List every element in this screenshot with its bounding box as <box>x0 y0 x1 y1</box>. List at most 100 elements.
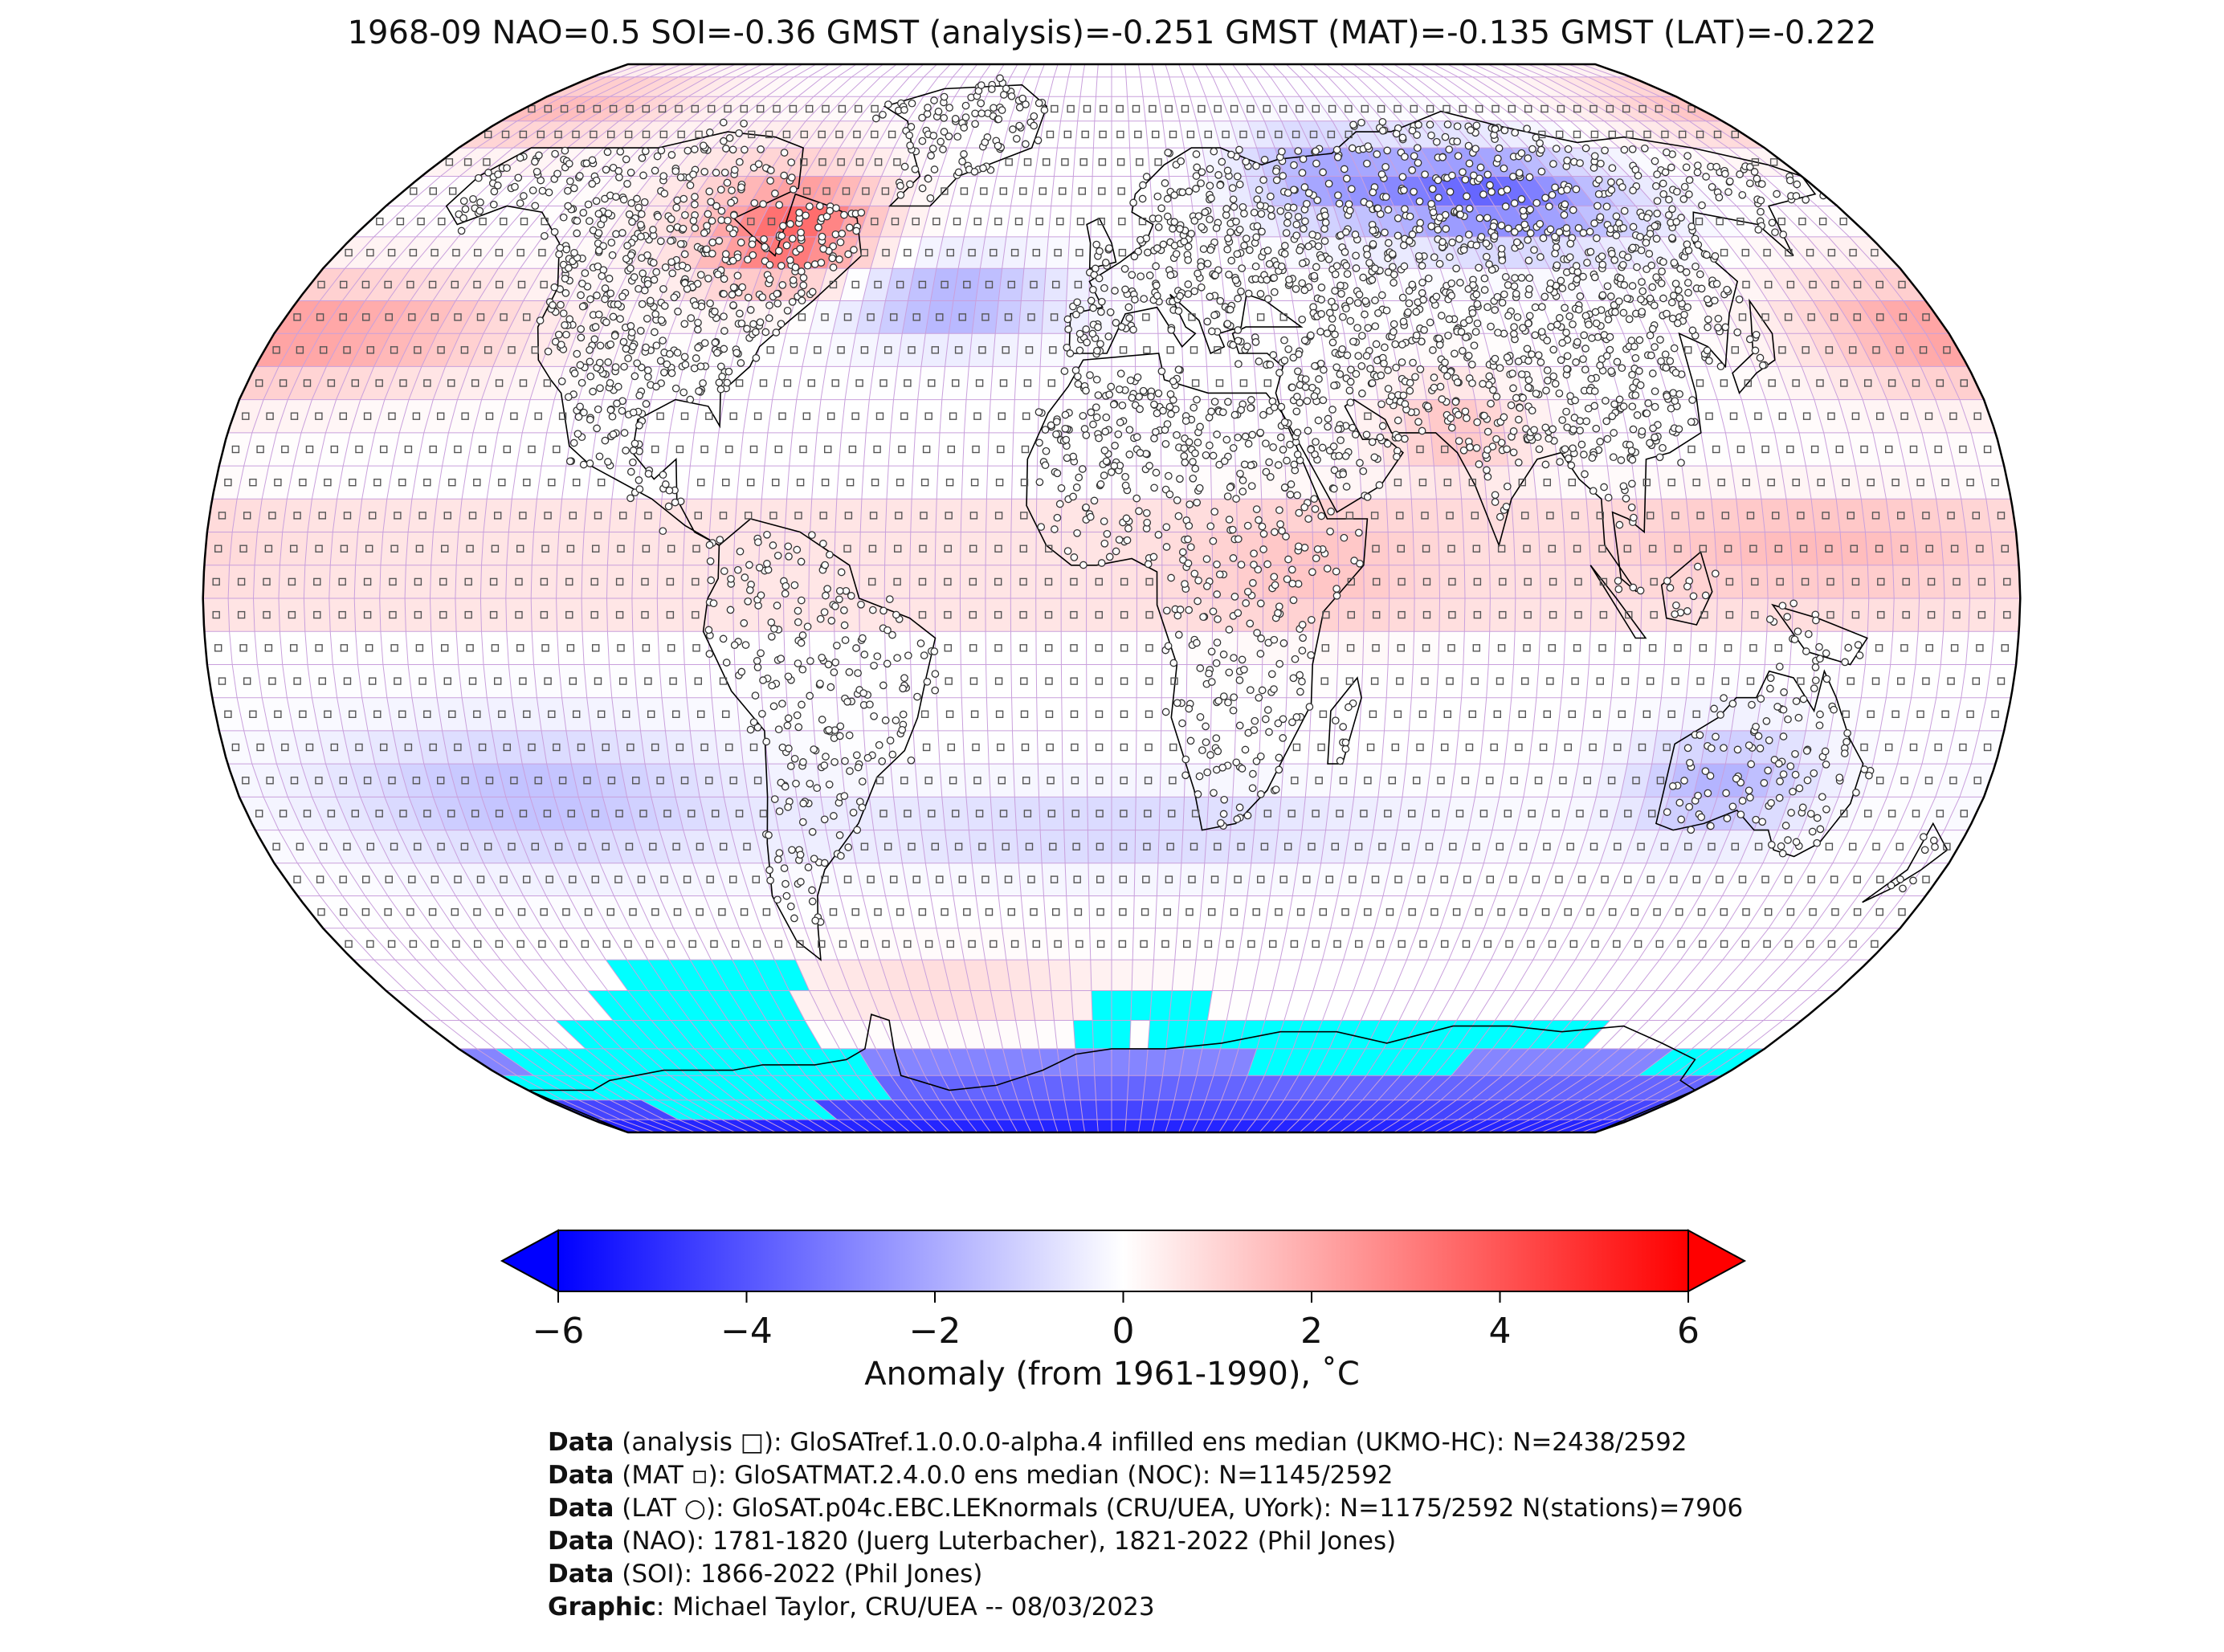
station-marker <box>1596 438 1605 446</box>
gridbox <box>590 730 621 765</box>
gridbox <box>647 990 690 1021</box>
gridbox <box>1048 206 1071 237</box>
gridbox <box>832 300 863 334</box>
station-marker <box>1733 745 1742 754</box>
gridbox <box>1062 730 1088 765</box>
gridbox <box>784 631 810 665</box>
station-marker <box>1154 531 1163 539</box>
gridbox <box>772 366 802 400</box>
station-marker <box>1687 418 1696 426</box>
station-marker <box>1818 793 1826 802</box>
station-marker <box>1394 434 1402 442</box>
gridbox <box>694 399 724 433</box>
gridbox <box>312 697 344 731</box>
gridbox <box>282 664 312 698</box>
gridbox <box>602 797 636 830</box>
gridbox <box>1251 830 1279 863</box>
gridbox <box>1112 830 1136 863</box>
gridbox <box>1096 1099 1112 1120</box>
gridbox <box>885 664 912 698</box>
gridbox <box>1046 236 1070 269</box>
gridbox <box>985 631 1011 665</box>
gridbox <box>893 797 921 830</box>
station-marker <box>1224 398 1232 406</box>
station-marker <box>1475 460 1483 468</box>
gridbox <box>1667 990 1716 1021</box>
station-marker <box>1503 482 1512 491</box>
gridbox <box>1516 797 1548 830</box>
station-marker <box>835 586 844 595</box>
station-marker <box>1775 793 1784 802</box>
station-marker <box>1697 813 1706 822</box>
station-marker <box>797 557 806 566</box>
gridbox <box>1211 499 1238 532</box>
station-marker <box>836 722 845 731</box>
gridbox <box>481 532 509 565</box>
station-marker <box>1649 424 1657 433</box>
gridbox <box>531 565 557 598</box>
gridbox <box>1472 1099 1520 1120</box>
station-marker <box>1651 402 1659 411</box>
gridbox <box>530 366 565 400</box>
station-marker <box>831 602 839 610</box>
gridbox <box>520 928 564 961</box>
gridbox <box>1581 1075 1638 1100</box>
gridbox <box>658 1048 704 1076</box>
gridbox <box>563 960 608 991</box>
gridbox <box>620 1120 669 1132</box>
gridbox <box>1464 598 1491 632</box>
gridbox <box>789 990 824 1021</box>
gridbox <box>936 928 965 961</box>
gridbox <box>1744 990 1798 1021</box>
gridbox <box>410 928 459 961</box>
gridbox <box>1644 1075 1707 1100</box>
gridbox <box>1160 764 1185 797</box>
station-marker <box>1240 460 1249 469</box>
gridbox <box>743 764 773 797</box>
gridbox <box>530 797 565 830</box>
station-marker <box>1275 369 1283 377</box>
gridbox <box>530 300 569 334</box>
gridbox <box>546 764 579 797</box>
station-marker <box>1711 569 1720 578</box>
gridbox <box>1437 333 1469 367</box>
station-marker <box>1094 391 1103 399</box>
station-marker <box>1628 479 1636 488</box>
gridbox <box>687 697 716 731</box>
gridbox <box>1861 499 1891 532</box>
gridbox <box>821 366 851 400</box>
gridbox <box>861 466 889 500</box>
gridbox <box>1573 1099 1630 1120</box>
station-marker <box>1149 553 1158 561</box>
gridbox <box>1834 895 1881 928</box>
station-marker <box>777 655 786 663</box>
station-marker <box>1786 762 1795 770</box>
gridbox <box>606 565 633 598</box>
gridbox <box>232 499 263 532</box>
gridbox <box>859 598 885 632</box>
gridbox <box>506 631 534 665</box>
gridbox <box>966 366 993 400</box>
station-marker <box>853 826 862 834</box>
station-marker <box>746 725 755 734</box>
gridbox <box>1621 1048 1675 1076</box>
gridbox <box>908 268 937 301</box>
gridbox <box>1925 830 1969 863</box>
gridbox <box>640 730 670 765</box>
gridbox <box>1270 863 1298 896</box>
gridbox <box>1792 565 1818 598</box>
gridbox <box>392 432 424 467</box>
station-marker <box>1307 651 1316 659</box>
station-marker <box>820 859 829 867</box>
gridbox <box>1040 333 1066 367</box>
station-marker <box>892 610 900 619</box>
gridbox <box>1338 598 1365 632</box>
station-marker <box>1259 545 1267 553</box>
station-marker <box>614 382 622 391</box>
gridbox <box>1054 148 1075 177</box>
gridbox <box>1174 1075 1197 1100</box>
station-marker <box>866 700 874 709</box>
gridbox <box>1436 499 1463 532</box>
gridbox <box>1034 1020 1058 1049</box>
gridbox <box>390 863 434 896</box>
